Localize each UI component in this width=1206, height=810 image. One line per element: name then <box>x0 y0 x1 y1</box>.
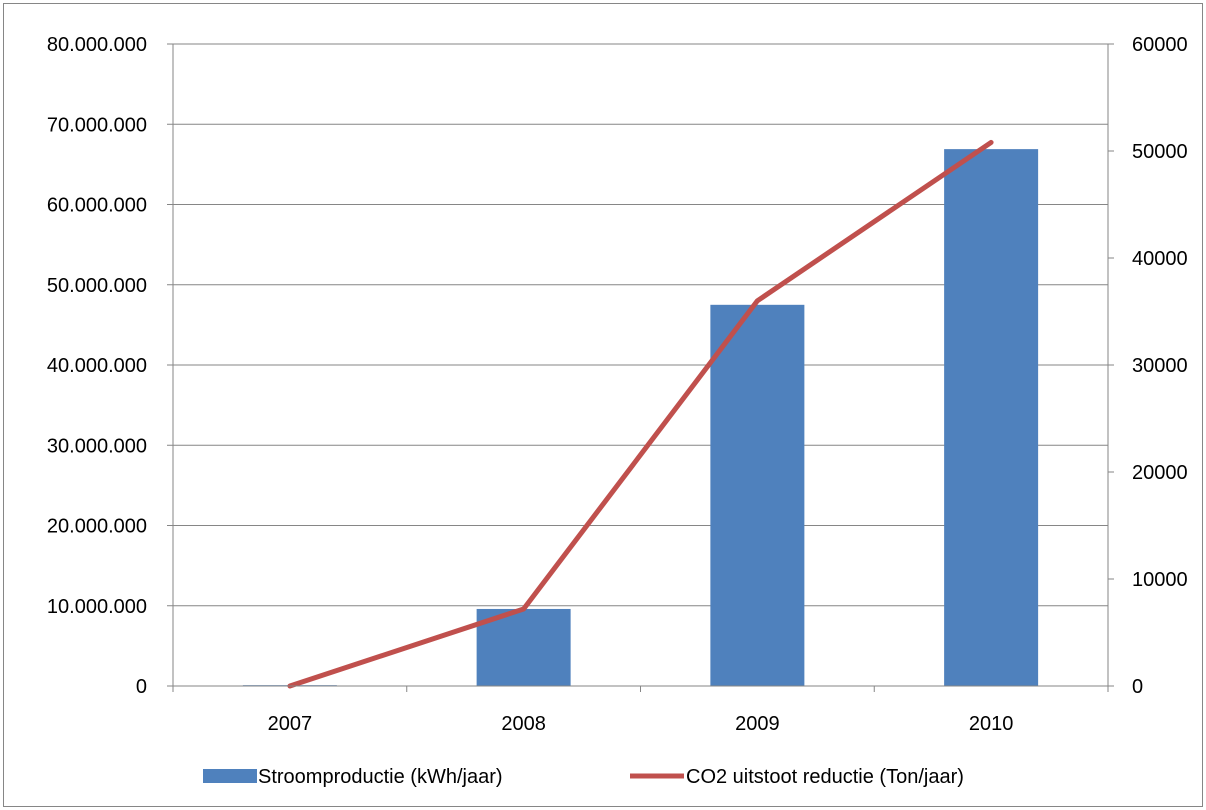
x-tick-label: 2009 <box>735 713 780 735</box>
bar <box>944 149 1039 686</box>
left-tick-label: 20.000.000 <box>47 516 147 538</box>
left-tick-label: 0 <box>136 676 147 698</box>
series-line <box>287 139 994 689</box>
bar <box>710 304 805 686</box>
left-tick-label: 70.000.000 <box>47 114 147 136</box>
left-tick-label: 40.000.000 <box>47 355 147 377</box>
left-axis-ticks: 0 10.000.000 20.000.000 30.000.000 40.000.00… <box>47 34 173 698</box>
x-axis-ticks: 2007 2008 2009 2010 <box>268 686 1014 735</box>
left-tick-label: 80.000.000 <box>47 34 147 56</box>
x-tick-label: 2010 <box>969 713 1014 735</box>
left-tick-label: 60.000.000 <box>47 195 147 217</box>
left-tick-label: 30.000.000 <box>47 435 147 457</box>
legend: Stroomproductie (kWh/jaar) CO2 uitstoot r… <box>203 766 964 788</box>
left-tick-label: 10.000.000 <box>47 596 147 618</box>
right-axis-ticks: 0 10000 20000 30000 40000 50000 60000 <box>1108 34 1188 698</box>
right-tick-label: 0 <box>1132 676 1143 698</box>
right-tick-label: 40000 <box>1132 248 1188 270</box>
right-tick-label: 10000 <box>1132 569 1188 591</box>
right-tick-label: 20000 <box>1132 462 1188 484</box>
legend-label-line: CO2 uitstoot reductie (Ton/jaar) <box>686 766 964 788</box>
right-tick-label: 30000 <box>1132 355 1188 377</box>
legend-swatch-bar <box>203 769 257 783</box>
x-tick-label: 2007 <box>268 713 313 735</box>
right-tick-label: 60000 <box>1132 34 1188 56</box>
left-tick-label: 50.000.000 <box>47 275 147 297</box>
x-tick-label: 2008 <box>501 713 546 735</box>
legend-label-bar: Stroomproductie (kWh/jaar) <box>258 766 503 788</box>
right-tick-label: 50000 <box>1132 141 1188 163</box>
line-series <box>287 139 994 689</box>
